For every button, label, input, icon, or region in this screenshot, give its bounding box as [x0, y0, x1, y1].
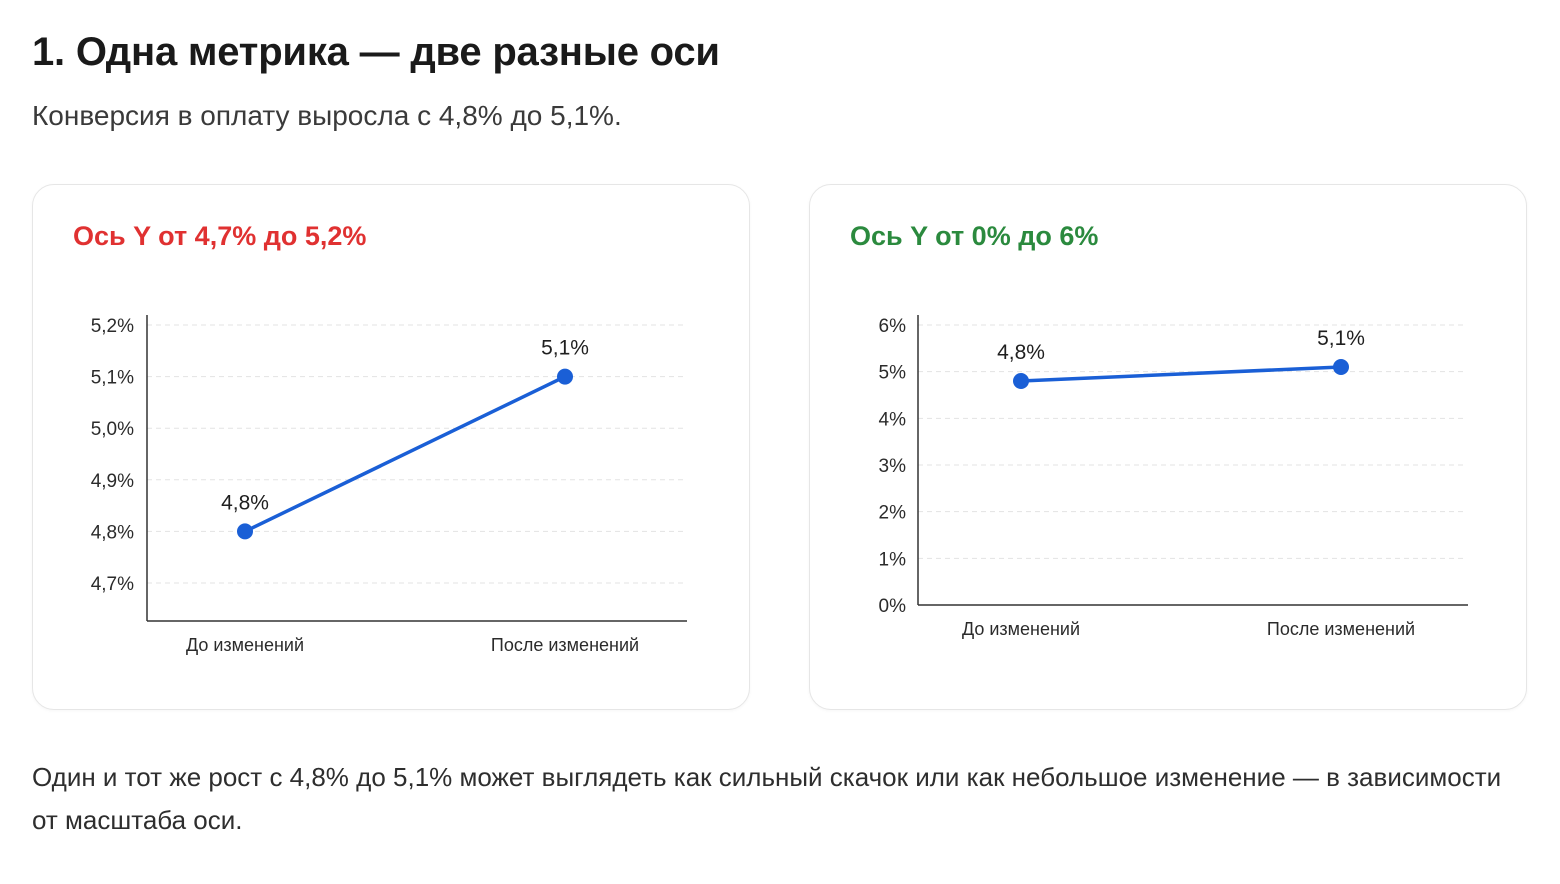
data-label: 4,8%	[221, 491, 269, 514]
y-tick-label: 0%	[879, 596, 907, 617]
x-category-label: До изменений	[186, 635, 304, 655]
footer-note: Один и тот же рост с 4,8% до 5,1% может …	[32, 762, 1502, 835]
x-category-label: После изменений	[491, 635, 639, 655]
x-category-label: После изменений	[1267, 619, 1415, 639]
page-title: 1. Одна метрика — две разные оси	[32, 30, 720, 74]
data-label: 5,1%	[541, 337, 589, 360]
data-point	[1013, 373, 1029, 389]
y-tick-label: 5,2%	[91, 316, 134, 337]
data-point	[557, 368, 573, 385]
chart-card-narrow-axis: Ось Y от 4,7% до 5,2% 4,7% 4,8% 4,9% 5,0% 5,…	[32, 184, 750, 710]
y-tick-label: 5,0%	[91, 419, 134, 440]
chart-card-full-axis: Ось Y от 0% до 6% 0% 1% 2% 3% 4% 5% 6% 4,8% До и…	[809, 184, 1527, 710]
x-category-label: До изменений	[962, 619, 1080, 639]
data-label: 5,1%	[1317, 327, 1365, 350]
y-tick-label: 6%	[879, 316, 907, 337]
y-tick-label: 4,8%	[91, 522, 134, 543]
data-point	[1333, 359, 1349, 375]
y-tick-label: 2%	[879, 503, 907, 524]
data-point	[237, 523, 253, 540]
y-tick-label: 3%	[879, 456, 907, 477]
y-tick-label: 5,1%	[91, 368, 134, 389]
chart-full-axis: 0% 1% 2% 3% 4% 5% 6% 4,8% До изменений 5,1% После …	[879, 315, 1468, 639]
series-line	[243, 374, 567, 534]
y-tick-label: 4%	[879, 409, 907, 430]
data-label: 4,8%	[997, 341, 1045, 364]
page-subtitle: Конверсия в оплату выросла с 4,8% до 5,1…	[32, 100, 622, 131]
y-tick-label: 1%	[879, 549, 907, 570]
chart-title-narrow-axis: Ось Y от 4,7% до 5,2%	[73, 221, 367, 251]
y-tick-label: 5%	[879, 363, 907, 384]
series-line	[1019, 365, 1343, 383]
chart-title-full-axis: Ось Y от 0% до 6%	[850, 221, 1099, 251]
y-tick-label: 4,7%	[91, 574, 134, 595]
y-tick-label: 4,9%	[91, 471, 134, 492]
chart-narrow-axis: 4,7% 4,8% 4,9% 5,0% 5,1% 5,2% 4,8% До изменений…	[91, 315, 687, 655]
